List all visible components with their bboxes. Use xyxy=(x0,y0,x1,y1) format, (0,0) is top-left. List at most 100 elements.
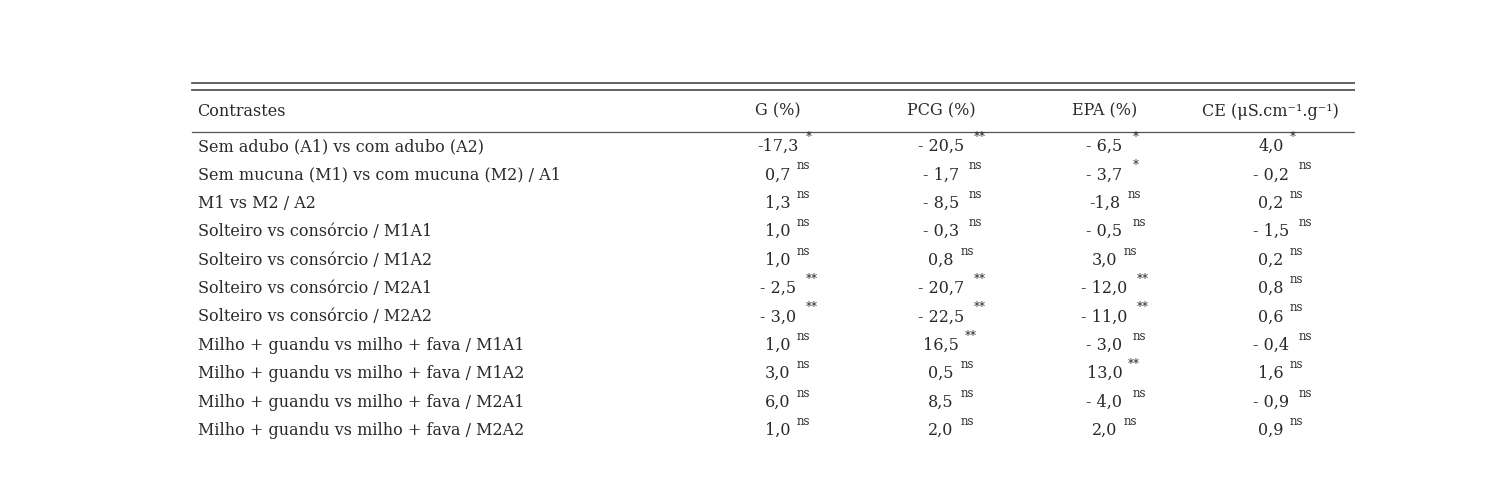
Text: **: ** xyxy=(973,301,985,314)
Text: ns: ns xyxy=(1298,387,1312,399)
Text: **: ** xyxy=(973,273,985,286)
Text: - 1,7: - 1,7 xyxy=(923,166,959,183)
Text: - 22,5: - 22,5 xyxy=(919,308,964,325)
Text: ns: ns xyxy=(1291,301,1303,314)
Text: ns: ns xyxy=(797,160,810,172)
Text: ns: ns xyxy=(1298,330,1312,343)
Text: - 0,9: - 0,9 xyxy=(1253,394,1289,411)
Text: Milho + guandu vs milho + fava / M2A1: Milho + guandu vs milho + fava / M2A1 xyxy=(197,394,524,411)
Text: **: ** xyxy=(806,273,818,286)
Text: 0,6: 0,6 xyxy=(1258,308,1283,325)
Text: 1,3: 1,3 xyxy=(765,195,791,212)
Text: ns: ns xyxy=(797,330,810,343)
Text: ns: ns xyxy=(1123,415,1137,428)
Text: 0,7: 0,7 xyxy=(765,166,791,183)
Text: ns: ns xyxy=(961,358,974,371)
Text: Sem adubo (A1) vs com adubo (A2): Sem adubo (A1) vs com adubo (A2) xyxy=(197,138,483,155)
Text: 0,2: 0,2 xyxy=(1258,251,1283,269)
Text: ns: ns xyxy=(797,415,810,428)
Text: ns: ns xyxy=(1128,188,1142,201)
Text: - 0,4: - 0,4 xyxy=(1253,337,1289,354)
Text: 8,5: 8,5 xyxy=(928,394,953,411)
Text: 2,0: 2,0 xyxy=(1092,422,1117,439)
Text: 1,6: 1,6 xyxy=(1258,365,1283,382)
Text: ns: ns xyxy=(961,245,974,258)
Text: ns: ns xyxy=(1133,216,1146,229)
Text: 0,9: 0,9 xyxy=(1258,422,1283,439)
Text: ns: ns xyxy=(1298,216,1312,229)
Text: 0,8: 0,8 xyxy=(1258,280,1283,297)
Text: **: ** xyxy=(973,131,985,144)
Text: ns: ns xyxy=(1133,330,1146,343)
Text: - 3,0: - 3,0 xyxy=(1086,337,1122,354)
Text: Sem mucuna (M1) vs com mucuna (M2) / A1: Sem mucuna (M1) vs com mucuna (M2) / A1 xyxy=(197,166,560,183)
Text: - 3,0: - 3,0 xyxy=(759,308,795,325)
Text: ns: ns xyxy=(1291,245,1303,258)
Text: ns: ns xyxy=(1291,358,1303,371)
Text: - 6,5: - 6,5 xyxy=(1086,138,1122,155)
Text: ns: ns xyxy=(961,415,974,428)
Text: ns: ns xyxy=(1123,245,1137,258)
Text: -1,8: -1,8 xyxy=(1089,195,1120,212)
Text: 2,0: 2,0 xyxy=(928,422,953,439)
Text: ns: ns xyxy=(797,358,810,371)
Text: Solteiro vs consórcio / M2A2: Solteiro vs consórcio / M2A2 xyxy=(197,308,432,325)
Text: - 1,5: - 1,5 xyxy=(1253,223,1289,240)
Text: - 11,0: - 11,0 xyxy=(1081,308,1128,325)
Text: Solteiro vs consórcio / M1A2: Solteiro vs consórcio / M1A2 xyxy=(197,251,432,269)
Text: - 20,5: - 20,5 xyxy=(919,138,964,155)
Text: ns: ns xyxy=(1133,387,1146,399)
Text: ns: ns xyxy=(797,387,810,399)
Text: ns: ns xyxy=(797,216,810,229)
Text: - 2,5: - 2,5 xyxy=(759,280,795,297)
Text: **: ** xyxy=(1128,358,1140,371)
Text: 6,0: 6,0 xyxy=(765,394,791,411)
Text: **: ** xyxy=(965,330,976,343)
Text: G (%): G (%) xyxy=(755,103,801,120)
Text: ns: ns xyxy=(1298,160,1312,172)
Text: - 0,3: - 0,3 xyxy=(923,223,959,240)
Text: **: ** xyxy=(1137,301,1149,314)
Text: ns: ns xyxy=(961,387,974,399)
Text: ns: ns xyxy=(968,188,982,201)
Text: - 4,0: - 4,0 xyxy=(1086,394,1122,411)
Text: *: * xyxy=(1291,131,1297,144)
Text: ns: ns xyxy=(1291,188,1303,201)
Text: 3,0: 3,0 xyxy=(1092,251,1117,269)
Text: -17,3: -17,3 xyxy=(758,138,798,155)
Text: ns: ns xyxy=(968,216,982,229)
Text: Milho + guandu vs milho + fava / M1A1: Milho + guandu vs milho + fava / M1A1 xyxy=(197,337,524,354)
Text: EPA (%): EPA (%) xyxy=(1072,103,1137,120)
Text: PCG (%): PCG (%) xyxy=(907,103,976,120)
Text: 1,0: 1,0 xyxy=(765,337,791,354)
Text: Milho + guandu vs milho + fava / M2A2: Milho + guandu vs milho + fava / M2A2 xyxy=(197,422,524,439)
Text: ns: ns xyxy=(968,160,982,172)
Text: 1,0: 1,0 xyxy=(765,422,791,439)
Text: **: ** xyxy=(806,301,818,314)
Text: ns: ns xyxy=(797,245,810,258)
Text: 3,0: 3,0 xyxy=(765,365,791,382)
Text: - 12,0: - 12,0 xyxy=(1081,280,1128,297)
Text: Solteiro vs consórcio / M1A1: Solteiro vs consórcio / M1A1 xyxy=(197,223,432,240)
Text: Milho + guandu vs milho + fava / M1A2: Milho + guandu vs milho + fava / M1A2 xyxy=(197,365,524,382)
Text: *: * xyxy=(1133,131,1139,144)
Text: *: * xyxy=(806,131,812,144)
Text: *: * xyxy=(1133,160,1139,172)
Text: ns: ns xyxy=(1291,273,1303,286)
Text: ns: ns xyxy=(797,188,810,201)
Text: 4,0: 4,0 xyxy=(1258,138,1283,155)
Text: - 20,7: - 20,7 xyxy=(919,280,964,297)
Text: Solteiro vs consórcio / M2A1: Solteiro vs consórcio / M2A1 xyxy=(197,280,432,297)
Text: - 0,5: - 0,5 xyxy=(1086,223,1122,240)
Text: - 8,5: - 8,5 xyxy=(923,195,959,212)
Text: 16,5: 16,5 xyxy=(923,337,959,354)
Text: 1,0: 1,0 xyxy=(765,223,791,240)
Text: CE (μS.cm⁻¹.g⁻¹): CE (μS.cm⁻¹.g⁻¹) xyxy=(1202,103,1339,120)
Text: Contrastes: Contrastes xyxy=(197,103,286,120)
Text: ns: ns xyxy=(1291,415,1303,428)
Text: 0,5: 0,5 xyxy=(928,365,953,382)
Text: - 3,7: - 3,7 xyxy=(1086,166,1122,183)
Text: - 0,2: - 0,2 xyxy=(1253,166,1289,183)
Text: 0,8: 0,8 xyxy=(928,251,953,269)
Text: **: ** xyxy=(1137,273,1149,286)
